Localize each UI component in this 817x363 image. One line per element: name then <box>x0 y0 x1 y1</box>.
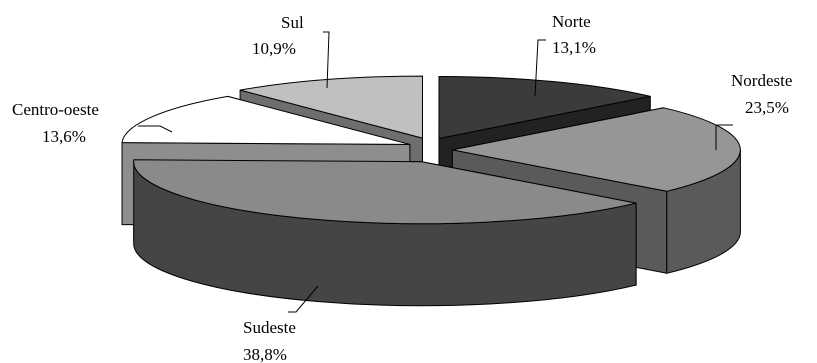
label-norte-name: Norte <box>552 12 591 31</box>
label-sul-value: 10,9% <box>252 39 296 58</box>
label-centro-oeste-value: 13,6% <box>42 127 86 146</box>
label-norte-value: 13,1% <box>552 38 596 57</box>
leader-line-nordeste <box>715 124 733 150</box>
leader-line-sudeste <box>288 285 319 313</box>
label-sul-name: Sul <box>281 13 304 32</box>
leader-line-sul <box>323 31 330 89</box>
slice-top-norte <box>438 75 651 139</box>
label-sudeste-name: Sudeste <box>243 318 296 337</box>
label-nordeste-value: 23,5% <box>745 98 789 117</box>
slice-top-nordeste <box>451 107 741 192</box>
label-sudeste-value: 38,8% <box>243 345 287 363</box>
slice-top-sul <box>239 75 423 139</box>
slice-top-centro-oeste <box>121 95 411 145</box>
label-centro-oeste-name: Centro-oeste <box>12 100 99 119</box>
leader-line-centro-oeste <box>138 125 173 133</box>
slice-top-sudeste <box>133 159 637 225</box>
slice-labels: Norte 13,1% Nordeste 23,5% Sudeste 38,8%… <box>12 12 792 363</box>
leader-lines <box>138 31 733 313</box>
label-nordeste-name: Nordeste <box>731 71 792 90</box>
slice-tops <box>121 75 741 225</box>
leader-line-norte <box>534 39 546 97</box>
